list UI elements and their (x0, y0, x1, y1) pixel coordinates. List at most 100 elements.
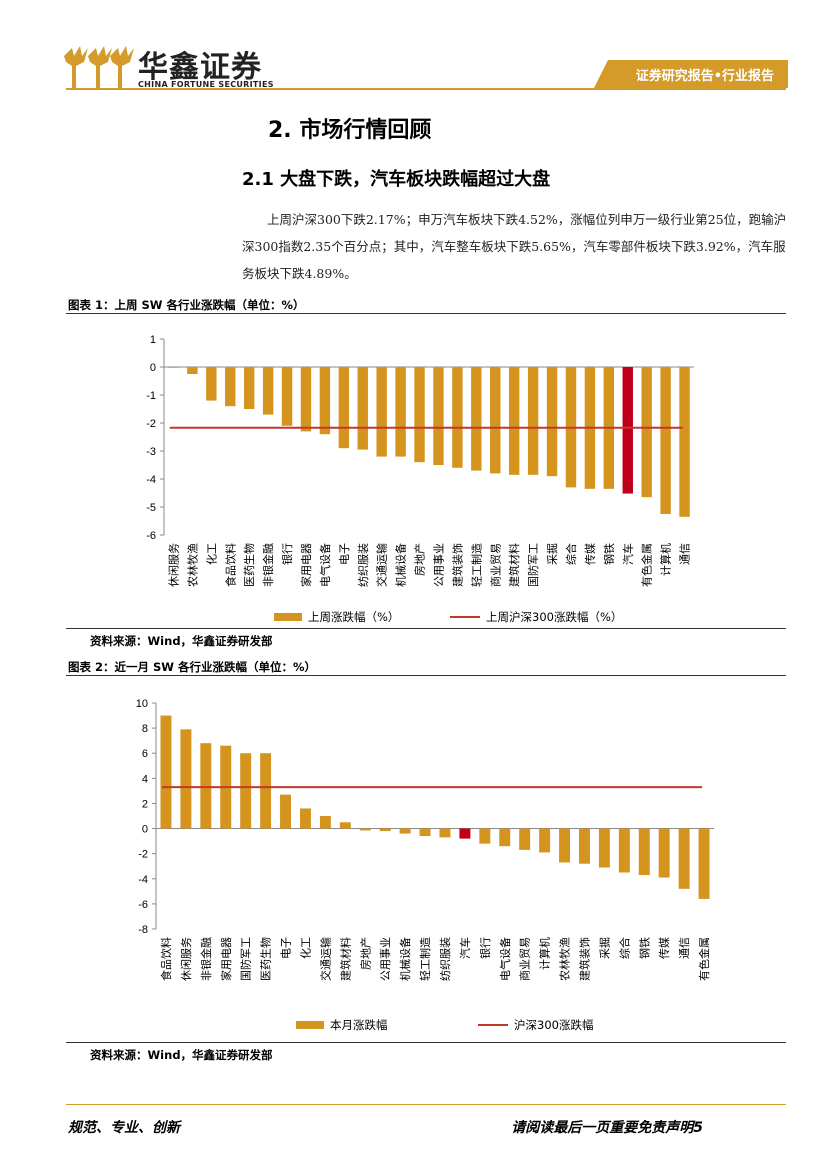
chart1-bar (508, 367, 520, 475)
chart1-category-label: 商业贸易 (488, 543, 502, 587)
chart2-category-label: 非银金融 (199, 937, 213, 981)
chart1-bar (527, 367, 539, 475)
page-header: 华鑫证券 CHINA FORTUNE SECURITIES 证券研究报告•行业报… (0, 0, 827, 100)
company-logo: 华鑫证券 CHINA FORTUNE SECURITIES (60, 42, 280, 92)
chart1-y-tick-label: -6 (146, 530, 156, 542)
chart2-category-label: 有色金属 (697, 937, 711, 981)
chart2-category-label: 传媒 (658, 937, 671, 959)
subsection-title: 2.1 大盘下跌，汽车板块跌幅超过大盘 (242, 169, 551, 190)
chart1-bar (471, 367, 482, 471)
chart1-y-tick-label: -3 (146, 446, 156, 458)
chart1-bar (660, 367, 671, 514)
chart2-bar (519, 828, 531, 850)
chart1-bar (433, 367, 444, 465)
chart1-bar (679, 367, 690, 517)
chart1-y-tick-label: 0 (150, 362, 156, 374)
chart2-category-label: 机械设备 (398, 937, 412, 981)
chart2-y-tick-label: -8 (138, 924, 148, 936)
chart1-bar (300, 367, 312, 432)
chart1-bar (225, 367, 236, 407)
chart1-category-label: 非银金融 (261, 543, 275, 587)
chart2-category-label: 汽车 (458, 937, 472, 959)
figure1-bottom-rule (66, 628, 786, 629)
chart2-monthly-industry-returns: 1086420-2-4-6-8食品饮料 休闲服务 非银金融 家用电器 国防军工 医药生物电… (136, 698, 714, 1032)
chart1-y-tick-label: -4 (146, 474, 156, 486)
chart2-y-tick-label: 8 (142, 723, 148, 735)
torch-logo-icon (64, 46, 134, 88)
chart1-y-tick-label: 1 (150, 334, 156, 346)
chart1-legend-bar-swatch (274, 613, 302, 621)
report-type-label: 证券研究报告•行业报告 (635, 69, 774, 84)
chart2-category-label: 食品饮料 (159, 937, 173, 981)
chart2-y-tick-label: 2 (142, 798, 148, 810)
chart2-y-tick-label: 0 (142, 824, 148, 836)
chart2-y-tick-label: -4 (138, 874, 148, 886)
chart1-category-label: 建筑装饰 (450, 543, 464, 587)
chart1-category-label: 综合 (564, 543, 578, 565)
chart2-category-label: 商业贸易 (518, 937, 532, 981)
chart2-bar (618, 828, 630, 873)
chart1-bar (319, 367, 331, 435)
chart2-bar (280, 794, 292, 829)
chart2-bar (439, 828, 451, 838)
chart1-legend-bar-label: 上周涨跌幅（%） (308, 610, 399, 624)
chart2-bar (479, 828, 491, 844)
chart1-legend-line-label: 上周沪深300涨跌幅（%） (486, 610, 622, 624)
footer-disclaimer: 请阅读最后一页重要免责声明5 (511, 1120, 703, 1136)
chart2-bar (419, 828, 431, 837)
chart1-category-label: 计算机 (659, 543, 673, 576)
chart1-category-label: 纺织服装 (356, 543, 370, 587)
chart2-legend-bar-label: 本月涨跌幅 (330, 1018, 388, 1032)
chart2-bar (658, 828, 670, 878)
chart1-bar (262, 367, 274, 415)
chart2-category-label: 电气设备 (498, 937, 512, 981)
chart1-category-label: 医药生物 (242, 543, 256, 587)
chart2-y-tick-label: -2 (138, 849, 148, 861)
chart1-bar (243, 367, 255, 409)
figure1-source: 资料来源：Wind，华鑫证券研发部 (90, 634, 273, 648)
chart1-bar (546, 367, 558, 477)
chart2-category-label: 交通运输 (318, 937, 332, 981)
chart1-category-label: 电子 (338, 543, 351, 565)
chart2-category-label: 休闲服务 (179, 937, 193, 981)
chart1-y-tick-label: -2 (146, 418, 156, 430)
chart1-bar (452, 367, 463, 468)
chart1-bar (490, 367, 501, 474)
chart2-bar (678, 828, 690, 889)
chart2-bar (598, 828, 610, 868)
chart2-bar (559, 828, 571, 863)
chart1-category-label: 通信 (679, 543, 692, 565)
chart2-category-label: 农林牧渔 (558, 937, 572, 981)
chart2-bar (379, 828, 391, 832)
chart2-category-label: 医药生物 (259, 937, 273, 981)
chart2-category-label: 电子 (280, 937, 293, 959)
chart1-bar (357, 367, 368, 450)
chart1-category-label: 有色金属 (640, 543, 654, 587)
chart2-legend-bar-swatch (296, 1021, 324, 1029)
chart1-category-label: 农林牧渔 (185, 543, 199, 587)
figure1-top-rule (66, 313, 786, 314)
figure2-title: 图表 2：近一月 SW 各行业涨跌幅（单位：%） (68, 660, 317, 674)
chart2-bar (698, 828, 710, 899)
chart1-category-label: 交通运输 (375, 543, 389, 587)
chart2-category-label: 银行 (478, 937, 492, 959)
chart1-category-label: 传媒 (584, 543, 597, 565)
chart2-category-label: 计算机 (538, 937, 552, 970)
chart1-category-label: 银行 (280, 543, 294, 565)
chart1-bar (338, 367, 350, 449)
chart2-category-label: 国防军工 (239, 937, 253, 981)
chart1-category-label: 轻工制造 (469, 543, 483, 587)
chart1-bar (414, 367, 425, 463)
chart2-y-tick-label: -6 (138, 899, 148, 911)
chart1-bar (622, 367, 633, 494)
figure2-top-rule (66, 675, 786, 676)
brand-name-cn: 华鑫证券 (138, 50, 262, 85)
chart2-category-label: 综合 (617, 937, 631, 959)
chart2-bar (260, 753, 272, 829)
chart1-bar (206, 367, 217, 401)
chart1-category-label: 国防军工 (526, 543, 540, 587)
chart1-category-label: 钢铁 (603, 543, 616, 565)
chart2-bar (578, 828, 590, 864)
figure1-title: 图表 1：上周 SW 各行业涨跌幅（单位：%） (68, 298, 305, 312)
chart2-category-label: 化工 (298, 937, 312, 959)
